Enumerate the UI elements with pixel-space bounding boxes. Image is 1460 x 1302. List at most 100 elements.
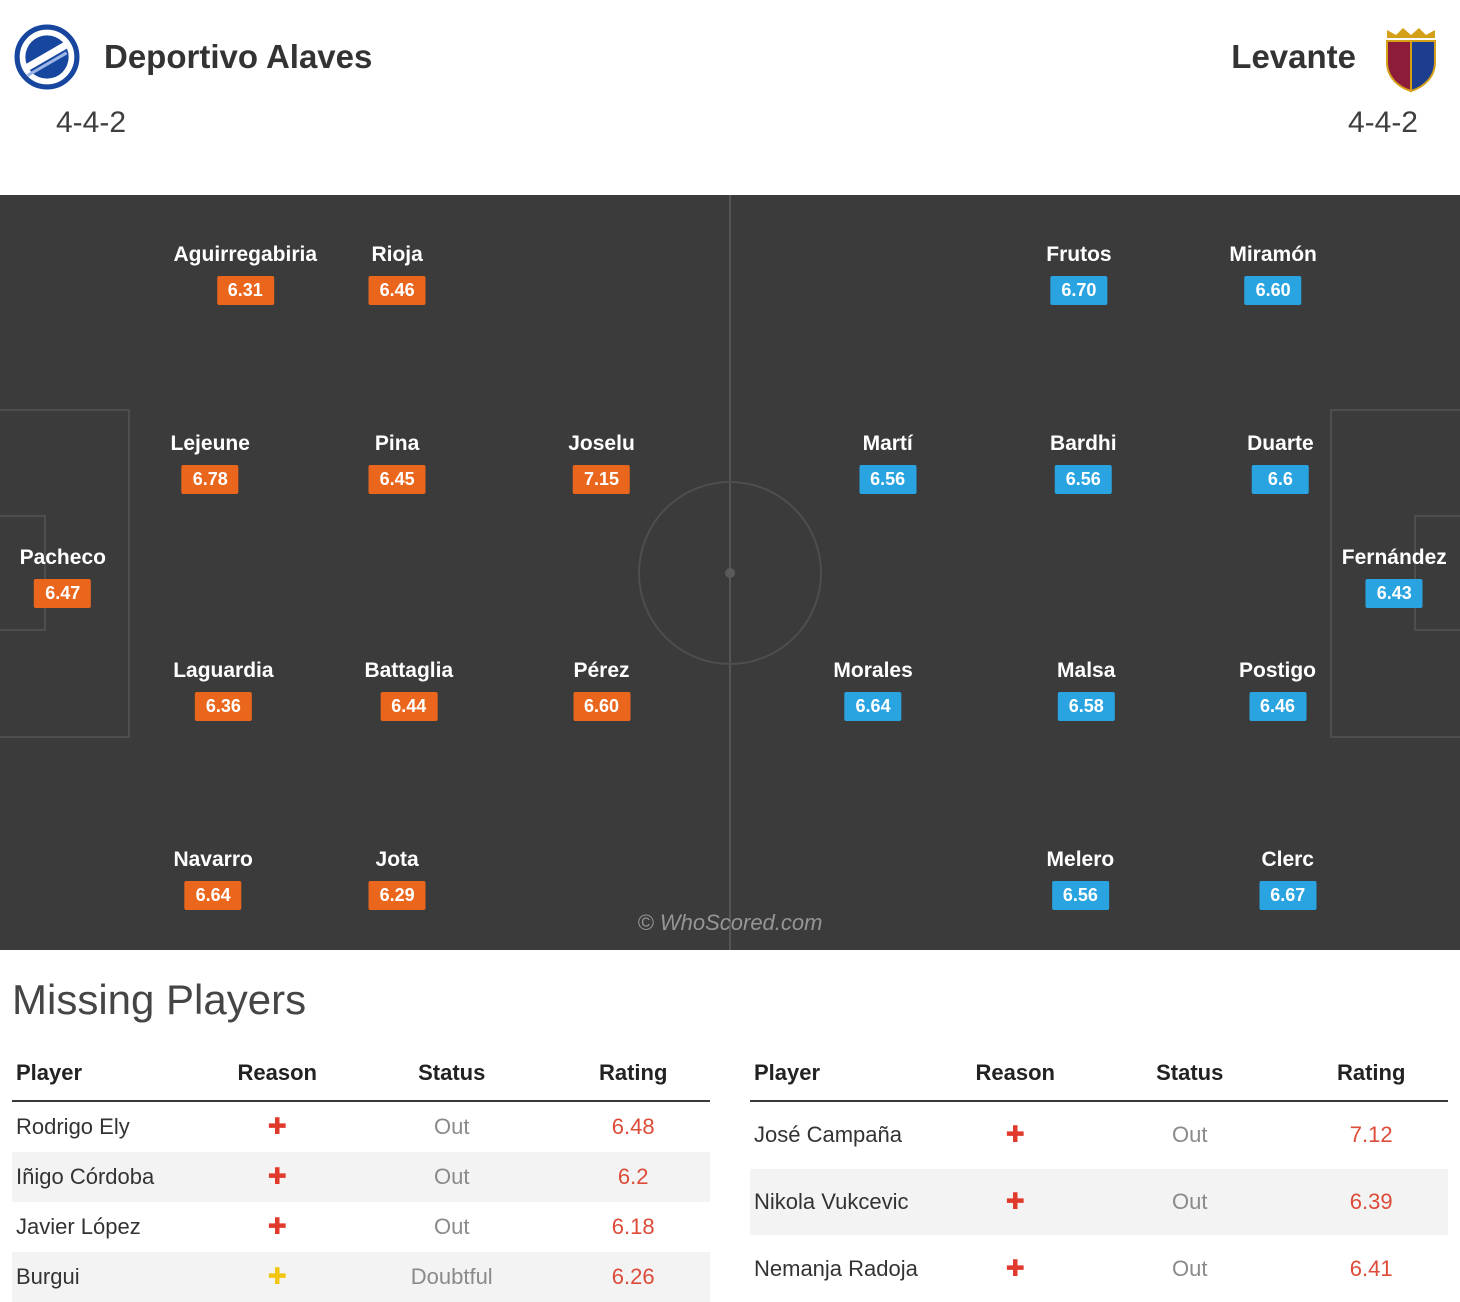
player-rating-badge: 6.47 xyxy=(34,579,92,609)
player-rating-badge: 6.60 xyxy=(1244,275,1302,305)
player-name: Aguirregabiria xyxy=(173,242,318,266)
away-missing-body: José Campaña ✚ Out 7.12 Nikola Vukcevic ✚ Out 6… xyxy=(750,1101,1448,1302)
missing-player-reason: ✚ xyxy=(945,1101,1085,1169)
missing-player-reason: ✚ xyxy=(207,1152,347,1202)
player-name: Joselu xyxy=(568,432,635,456)
home-player[interactable]: Joselu 7.15 xyxy=(568,432,635,495)
column-header-status: Status xyxy=(347,1052,557,1102)
player-name: Navarro xyxy=(173,848,253,872)
player-name: Battaglia xyxy=(364,659,454,683)
missing-player-name: Nemanja Radoja xyxy=(754,1255,918,1281)
player-name: Morales xyxy=(833,659,913,683)
player-name: Lejeune xyxy=(170,432,250,456)
player-rating-badge: 6.60 xyxy=(573,692,631,722)
missing-player-name: Javier López xyxy=(16,1214,141,1239)
missing-player-row: Nemanja Radoja ✚ Out 6.41 xyxy=(750,1235,1448,1302)
player-name: Bardhi xyxy=(1050,432,1117,456)
column-header-rating: Rating xyxy=(1294,1052,1448,1102)
home-player[interactable]: Lejeune 6.78 xyxy=(170,432,250,495)
home-player[interactable]: Aguirregabiria 6.31 xyxy=(173,243,317,305)
missing-player-name: Rodrigo Ely xyxy=(16,1114,130,1139)
pitch: Pacheco 6.47 Aguirregabiria 6.31 Lejeune 6.78… xyxy=(0,195,1460,950)
missing-player-status: Out xyxy=(1171,1189,1208,1215)
away-player[interactable]: Frutos 6.70 xyxy=(1046,242,1112,305)
player-name: Laguardia xyxy=(173,659,274,683)
pitch-penalty-area-right xyxy=(1330,408,1460,738)
home-team-name[interactable]: Deportivo Alaves xyxy=(104,38,373,75)
missing-player-row: Javier López ✚ Out 6.18 xyxy=(12,1202,710,1252)
home-player[interactable]: Pina 6.45 xyxy=(368,432,426,495)
away-player[interactable]: Miramón 6.60 xyxy=(1229,243,1317,305)
player-rating-badge: 6.36 xyxy=(194,692,252,722)
pitch-goal-area-left xyxy=(0,515,46,632)
missing-player-row: José Campaña ✚ Out 7.12 xyxy=(750,1101,1448,1169)
player-name: Melero xyxy=(1046,848,1115,872)
missing-player-name: Burgui xyxy=(16,1264,80,1289)
injury-cross-icon: ✚ xyxy=(1005,1121,1025,1148)
injury-cross-icon: ✚ xyxy=(267,1213,287,1239)
missing-player-rating: 6.41 xyxy=(1349,1255,1393,1281)
home-player[interactable]: Pacheco 6.47 xyxy=(19,546,106,609)
pitch-center-spot xyxy=(725,567,735,578)
missing-player-rating: 6.2 xyxy=(617,1164,649,1189)
missing-player-row: Burgui ✚ Doubtful 6.26 xyxy=(12,1252,710,1302)
missing-table-header-row: Player Reason Status Rating xyxy=(750,1052,1448,1102)
player-name: Pacheco xyxy=(19,546,106,570)
away-player[interactable]: Martí 6.56 xyxy=(859,432,917,495)
away-player[interactable]: Duarte 6.6 xyxy=(1247,432,1314,495)
player-rating-badge: 6.46 xyxy=(1249,692,1306,722)
player-name: Miramón xyxy=(1229,242,1317,266)
home-player[interactable]: Jota 6.29 xyxy=(368,848,426,911)
player-name: Pérez xyxy=(573,659,630,683)
away-player[interactable]: Clerc 6.67 xyxy=(1259,848,1317,911)
player-rating-badge: 6.64 xyxy=(184,881,242,911)
home-player[interactable]: Pérez 6.60 xyxy=(573,659,631,722)
missing-player-row: Nikola Vukcevic ✚ Out 6.39 xyxy=(750,1168,1448,1236)
home-player[interactable]: Rioja 6.46 xyxy=(368,242,426,305)
missing-player-row: Iñigo Córdoba ✚ Out 6.2 xyxy=(12,1152,710,1202)
player-name: Jota xyxy=(375,848,419,872)
player-name: Pina xyxy=(374,432,420,456)
match-header: Deportivo Alaves Levante 4-4-2 4-4-2 xyxy=(0,0,1460,195)
player-name: Martí xyxy=(862,432,913,456)
away-player[interactable]: Morales 6.64 xyxy=(833,659,913,722)
home-player[interactable]: Laguardia 6.36 xyxy=(173,659,274,722)
missing-player-status: Out xyxy=(1171,1255,1208,1281)
player-name: Clerc xyxy=(1261,848,1314,872)
player-rating-badge: 6.56 xyxy=(1054,465,1112,495)
home-player[interactable]: Navarro 6.64 xyxy=(173,848,253,911)
missing-players-section: Missing Players Player Reason Status Rat… xyxy=(0,950,1460,1302)
home-player[interactable]: Battaglia 6.44 xyxy=(364,659,454,722)
player-name: Duarte xyxy=(1247,432,1314,456)
player-name: Postigo xyxy=(1239,659,1316,683)
away-player[interactable]: Malsa 6.58 xyxy=(1057,659,1115,722)
player-rating-badge: 6.43 xyxy=(1365,579,1423,609)
away-player[interactable]: Postigo 6.46 xyxy=(1239,659,1316,722)
away-player[interactable]: Fernández 6.43 xyxy=(1342,546,1447,609)
player-rating-badge: 6.44 xyxy=(380,692,438,722)
pitch-center-circle xyxy=(638,480,822,665)
away-team-name[interactable]: Levante xyxy=(1231,38,1356,75)
missing-player-status: Out xyxy=(1171,1122,1208,1148)
away-player[interactable]: Melero 6.56 xyxy=(1046,848,1115,911)
missing-player-name: Iñigo Córdoba xyxy=(16,1164,155,1189)
missing-table-header-row: Player Reason Status Rating xyxy=(12,1052,710,1102)
missing-player-status: Out xyxy=(433,1164,470,1189)
player-name: Frutos xyxy=(1046,242,1112,266)
missing-player-row: Rodrigo Ely ✚ Out 6.48 xyxy=(12,1101,710,1152)
missing-player-rating: 6.48 xyxy=(611,1114,655,1139)
player-rating-badge: 6.56 xyxy=(1051,881,1109,911)
missing-player-reason: ✚ xyxy=(207,1252,347,1302)
pitch-penalty-area-left xyxy=(0,408,130,738)
away-player[interactable]: Bardhi 6.56 xyxy=(1050,432,1117,495)
missing-player-reason: ✚ xyxy=(207,1202,347,1252)
player-rating-badge: 6.64 xyxy=(844,692,902,722)
player-rating-badge: 6.56 xyxy=(859,465,917,495)
player-name: Rioja xyxy=(371,242,423,266)
player-rating-badge: 6.78 xyxy=(181,465,239,495)
player-rating-badge: 7.15 xyxy=(573,465,631,495)
missing-player-reason: ✚ xyxy=(207,1101,347,1152)
player-rating-badge: 6.70 xyxy=(1050,275,1108,305)
column-header-reason: Reason xyxy=(945,1052,1086,1102)
home-missing-table: Player Reason Status Rating Rodrigo Ely ✚… xyxy=(12,1052,710,1302)
